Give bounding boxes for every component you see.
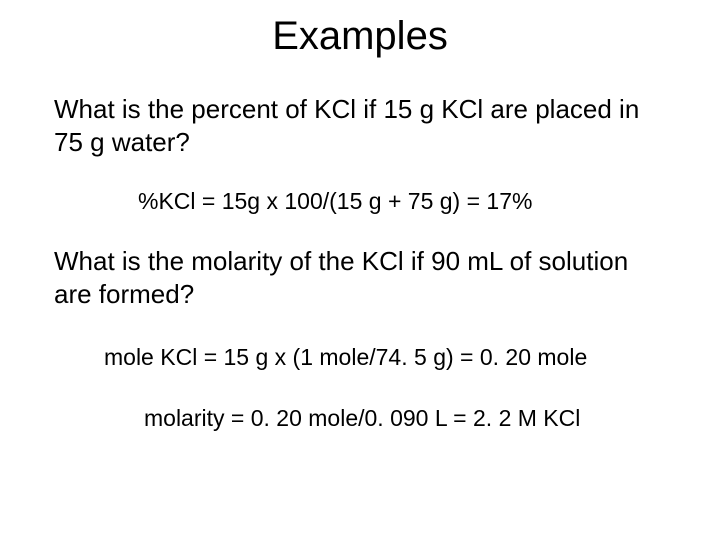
slide-title: Examples [0, 0, 720, 59]
slide-body: What is the percent of KCl if 15 g KCl a… [0, 93, 720, 432]
calculation-2: mole KCl = 15 g x (1 mole/74. 5 g) = 0. … [54, 344, 670, 371]
calculation-3: molarity = 0. 20 mole/0. 090 L = 2. 2 M … [54, 405, 670, 432]
calculation-1: %KCl = 15g x 100/(15 g + 75 g) = 17% [54, 188, 670, 215]
question-1: What is the percent of KCl if 15 g KCl a… [54, 93, 670, 158]
question-2: What is the molarity of the KCl if 90 mL… [54, 245, 670, 310]
slide: Examples What is the percent of KCl if 1… [0, 0, 720, 540]
